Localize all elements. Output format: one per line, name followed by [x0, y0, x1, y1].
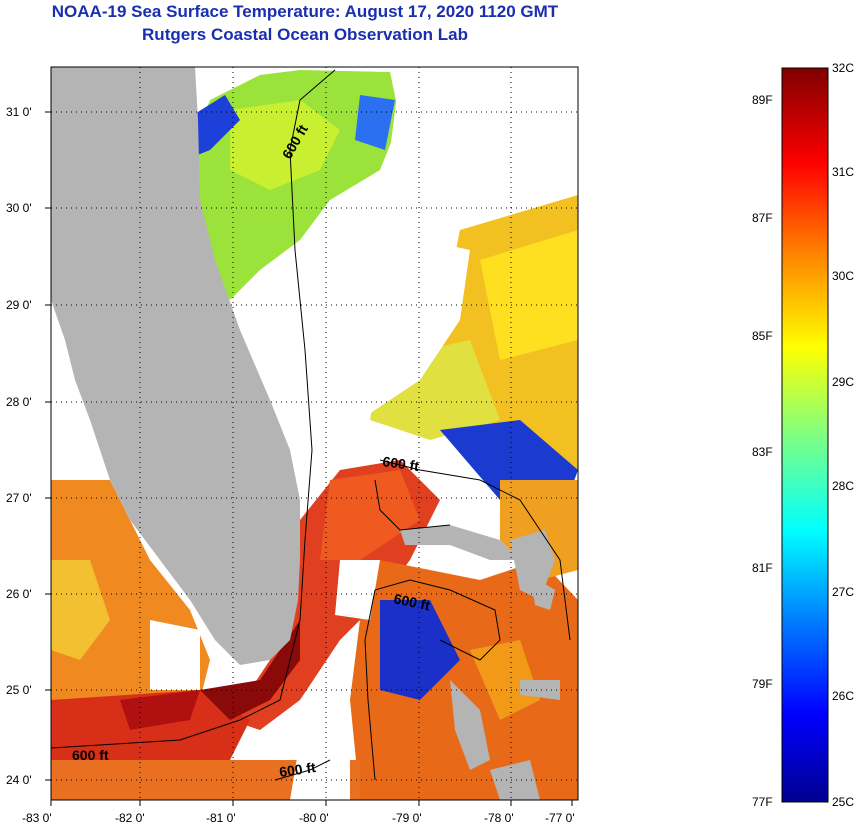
lon-tick-label: -79 0'	[392, 811, 422, 825]
lat-tick-label: 25 0'	[6, 683, 32, 697]
lat-tick-label: 30 0'	[6, 201, 32, 215]
colorbar-celsius-label: 28C	[832, 479, 854, 493]
lat-tick-label: 31 0'	[6, 105, 32, 119]
lat-tick-label: 27 0'	[6, 491, 32, 505]
colorbar-fahrenheit-label: 77F	[752, 795, 773, 809]
lon-tick-label: -80 0'	[299, 811, 329, 825]
land	[51, 67, 560, 800]
colorbar-fahrenheit-label: 89F	[752, 93, 773, 107]
contour-label: 600 ft	[392, 590, 431, 613]
lat-tick-label: 24 0'	[6, 773, 32, 787]
colorbar-fahrenheit-label: 85F	[752, 329, 773, 343]
colorbar-celsius-label: 32C	[832, 61, 854, 75]
colorbar-celsius-label: 26C	[832, 689, 854, 703]
colorbar-celsius-label: 29C	[832, 375, 854, 389]
colorbar-celsius-label: 30C	[832, 269, 854, 283]
colorbar-fahrenheit-label: 87F	[752, 211, 773, 225]
colorbar: 32C 31C 30C 29C 28C 27C 26C 25C 89F 87F …	[752, 61, 854, 809]
colorbar-gradient	[781, 67, 829, 803]
lon-tick-label: -78 0'	[484, 811, 514, 825]
colorbar-fahrenheit-label: 81F	[752, 561, 773, 575]
axis-ticks	[45, 111, 573, 806]
colorbar-celsius-label: 31C	[832, 165, 854, 179]
lon-tick-label: -81 0'	[206, 811, 236, 825]
contour-label: 600 ft	[382, 453, 421, 474]
colorbar-fahrenheit-label: 79F	[752, 677, 773, 691]
lon-tick-label: -82 0'	[115, 811, 145, 825]
lon-tick-label: -77 0'	[545, 811, 575, 825]
contour-label: 600 ft	[72, 747, 109, 763]
lat-tick-label: 29 0'	[6, 298, 32, 312]
longitude-labels: -83 0' -82 0' -81 0' -80 0' -79 0' -78 0…	[22, 811, 575, 825]
isobath-contours	[51, 69, 571, 781]
graticule	[51, 67, 578, 800]
colorbar-celsius-label: 25C	[832, 795, 854, 809]
cloud-cover	[150, 72, 578, 800]
lat-tick-label: 28 0'	[6, 395, 32, 409]
lat-tick-label: 26 0'	[6, 587, 32, 601]
map-frame	[50, 66, 579, 801]
map-title: NOAA-19 Sea Surface Temperature: August …	[51, 2, 559, 21]
colorbar-celsius-label: 27C	[832, 585, 854, 599]
colorbar-fahrenheit-label: 83F	[752, 445, 773, 459]
contour-label: 600 ft	[278, 759, 317, 780]
map-subtitle: Rutgers Coastal Ocean Observation Lab	[142, 25, 468, 44]
lon-tick-label: -83 0'	[22, 811, 52, 825]
map-area: 600 ft 600 ft 600 ft 600 ft 600 ft	[51, 67, 578, 800]
latitude-labels: 31 0' 30 0' 29 0' 28 0' 27 0' 26 0' 25 0…	[6, 105, 32, 787]
